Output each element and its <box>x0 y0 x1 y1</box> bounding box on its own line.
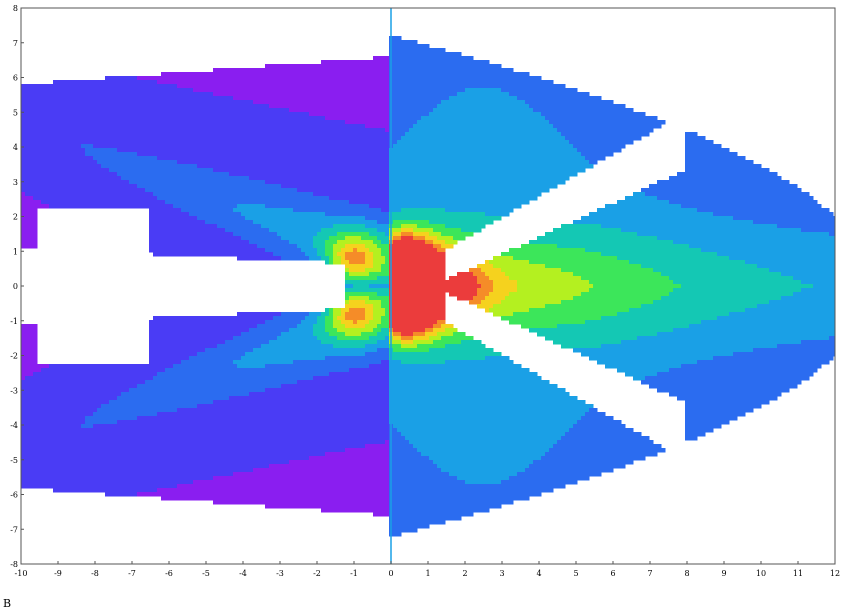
y-tick-label: 0 <box>13 282 18 291</box>
x-tick-label: -5 <box>202 569 210 578</box>
x-tick-label: 3 <box>499 569 504 578</box>
y-tick-label: 7 <box>13 39 18 48</box>
x-tick-label: 6 <box>610 569 615 578</box>
x-tick-label: -4 <box>239 569 247 578</box>
x-tick-label: -9 <box>54 569 62 578</box>
y-axis: 8 7 6 5 4 3 2 1 0 -1 -2 -3 -4 -5 -6 -7 -8 <box>10 4 24 569</box>
y-tick-label: 8 <box>13 4 18 13</box>
x-tick-label: 2 <box>462 569 467 578</box>
x-tick-label: 5 <box>573 569 578 578</box>
y-tick-label: 4 <box>13 143 18 152</box>
heatmap-field <box>21 8 835 564</box>
y-tick-label: 5 <box>13 108 18 117</box>
x-tick-label: 9 <box>721 569 726 578</box>
y-tick-label: -1 <box>10 317 18 326</box>
x-axis: -10 -9 -8 -7 -6 -5 -4 -3 -2 -1 0 1 2 3 4 5 6 7 8 9 10 11 12 <box>15 561 840 578</box>
y-tick-label: -7 <box>10 525 18 534</box>
y-tick-label: 3 <box>13 178 18 187</box>
y-tick-label: 1 <box>13 247 18 256</box>
y-tick-label: 2 <box>13 213 18 222</box>
x-tick-label: -3 <box>276 569 284 578</box>
x-tick-label: 10 <box>756 569 766 578</box>
y-tick-label: -3 <box>10 386 18 395</box>
x-tick-label: -2 <box>313 569 321 578</box>
y-tick-label: -5 <box>10 456 18 465</box>
x-tick-label: 4 <box>536 569 541 578</box>
y-tick-label: -6 <box>10 491 18 500</box>
y-tick-label: -2 <box>10 352 18 361</box>
panel-label: B <box>3 597 12 610</box>
x-tick-label: -6 <box>165 569 173 578</box>
x-tick-label: -8 <box>91 569 99 578</box>
y-tick-label: 6 <box>13 74 18 83</box>
x-tick-label: -7 <box>128 569 136 578</box>
y-tick-label: -4 <box>10 421 18 430</box>
x-tick-label: -10 <box>15 569 28 578</box>
x-tick-label: -1 <box>350 569 358 578</box>
x-tick-label: 11 <box>793 569 803 578</box>
x-tick-label: 0 <box>388 569 393 578</box>
x-tick-label: 8 <box>684 569 689 578</box>
x-tick-label: 1 <box>425 569 430 578</box>
y-tick-label: -8 <box>10 560 18 569</box>
x-tick-label: 12 <box>830 569 840 578</box>
x-tick-label: 7 <box>647 569 652 578</box>
